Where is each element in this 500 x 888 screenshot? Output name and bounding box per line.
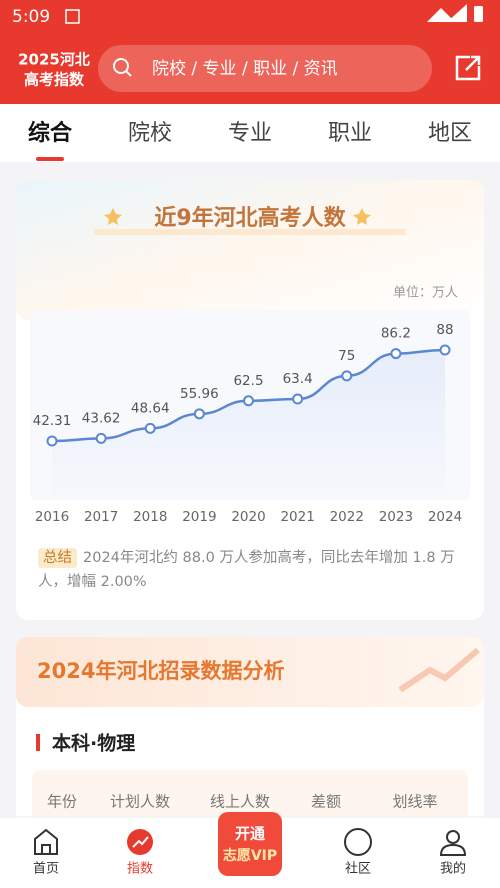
line-area	[52, 350, 445, 498]
x-tick-label: 2024	[428, 509, 462, 525]
table-header: 计划人数	[110, 793, 170, 811]
x-tick-label: 2019	[182, 509, 216, 525]
point	[341, 370, 353, 382]
value-label: 48.64	[131, 400, 170, 416]
profile-icon	[439, 843, 467, 856]
x-tick-label: 2018	[133, 509, 167, 525]
nav-item[interactable]: 社区	[345, 861, 371, 877]
summary-tag: 总结	[38, 548, 77, 568]
logo-line: 高考指数	[24, 71, 85, 89]
analysis-card-header	[16, 637, 484, 707]
point	[439, 344, 451, 356]
search-box[interactable]	[98, 45, 432, 92]
value-label: 62.5	[233, 373, 263, 389]
search-placeholder: 院校 / 专业 / 职业 / 资讯	[152, 59, 338, 79]
title-underline	[94, 229, 406, 235]
table-header: 划线率	[392, 793, 437, 811]
battery-icon	[474, 6, 483, 22]
share-button[interactable]	[455, 55, 481, 81]
table-header: 线上人数	[210, 793, 270, 811]
value-label: 63.4	[283, 371, 313, 387]
x-tick-label: 2021	[280, 509, 314, 525]
tab[interactable]: 职业	[328, 121, 372, 146]
section-marker	[36, 734, 40, 751]
x-tick-label: 2016	[35, 509, 69, 525]
vip-text: 志愿VIP	[223, 847, 277, 864]
status-time: 5:09	[12, 7, 50, 27]
value-label: 42.31	[33, 413, 72, 429]
summary: 总结 2024年河北约 88.0 万人参加高考，同比去年增加 1.8 万人，增幅 …	[38, 546, 462, 594]
tab-indicator	[36, 157, 64, 161]
search-icon	[125, 70, 132, 77]
tab[interactable]: 专业	[228, 121, 272, 146]
search-icon	[113, 58, 129, 74]
tab[interactable]: 地区	[428, 121, 472, 146]
x-tick-label: 2022	[330, 509, 364, 525]
tab-bar	[0, 104, 500, 162]
nav-item[interactable]: 首页	[33, 862, 59, 877]
value-label: 43.62	[82, 410, 121, 426]
community-icon	[344, 828, 372, 856]
chart-title: 近9年河北高考人数	[154, 205, 346, 231]
summary-text: 2024年河北约 88.0 万人参加高考，同比去年增加 1.8 万人，增幅 2.…	[38, 550, 455, 590]
nav-item[interactable]: 我的	[440, 861, 466, 877]
value-label: 88	[436, 322, 453, 338]
analysis-title: 2024年河北招录数据分析	[37, 659, 284, 683]
point	[193, 408, 205, 420]
table-header: 差额	[311, 793, 341, 811]
section-title: 本科·物理	[52, 732, 135, 755]
tab[interactable]: 院校	[128, 121, 172, 146]
table-header: 年份	[47, 793, 77, 811]
vip-text: 开通	[235, 825, 265, 843]
value-label: 55.96	[180, 386, 219, 402]
status-icon	[65, 9, 80, 24]
logo-line: 2025河北	[18, 51, 90, 69]
profile-icon	[446, 830, 460, 844]
home-icon	[34, 828, 58, 855]
tab[interactable]: 综合	[28, 120, 73, 146]
index-icon	[132, 836, 149, 848]
point	[144, 422, 156, 434]
signal-icons	[427, 4, 467, 22]
point	[292, 393, 304, 405]
value-label: 86.2	[381, 326, 411, 342]
value-label: 75	[338, 348, 355, 364]
nav-item[interactable]: 指数	[127, 862, 153, 877]
point	[390, 348, 402, 360]
x-tick-label: 2023	[379, 509, 413, 525]
point	[46, 435, 58, 447]
point	[95, 432, 107, 444]
unit-label: 单位：万人	[393, 286, 458, 301]
header-bg	[0, 0, 500, 104]
trend-decoration	[398, 647, 480, 693]
x-tick-label: 2017	[84, 509, 118, 525]
vip-button[interactable]	[218, 812, 282, 876]
x-tick-label: 2020	[231, 509, 265, 525]
point	[243, 395, 254, 407]
